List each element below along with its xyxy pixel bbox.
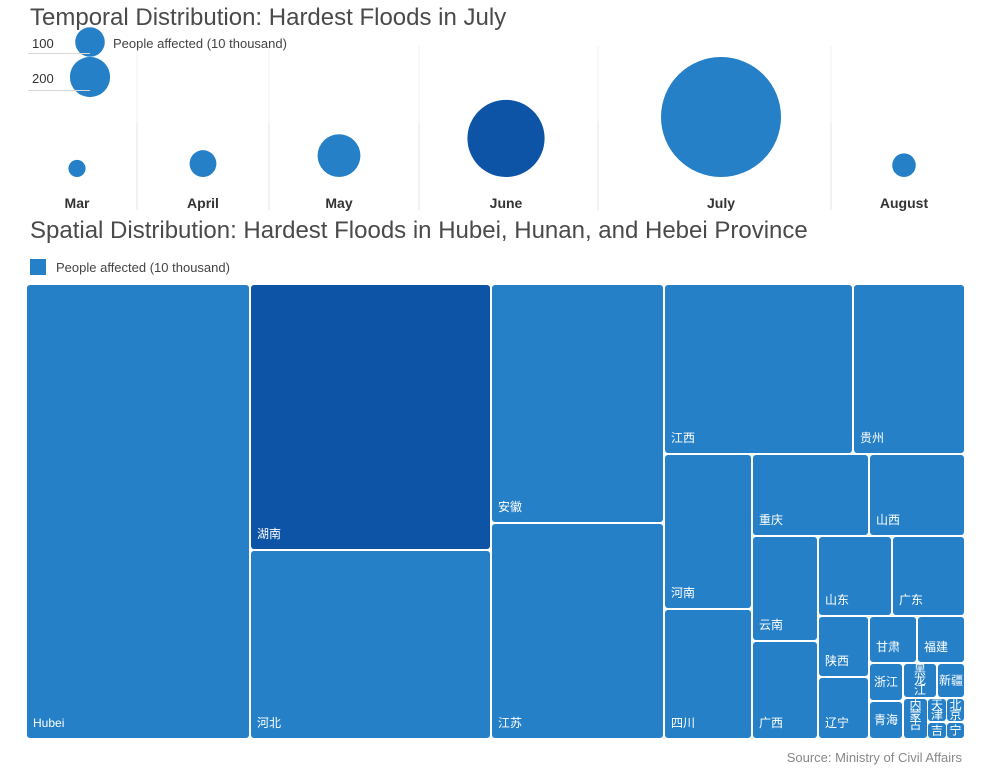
treemap-cell-12 [753,537,817,640]
treemap-cell-label: 古 [909,717,921,732]
treemap-cell-10 [753,455,868,535]
legend-divider [28,90,90,91]
treemap-cell-label: 重庆 [759,513,783,527]
treemap-cell-label: 云南 [759,617,783,632]
treemap-cell-label: 安徽 [498,499,522,514]
treemap-cell-16 [819,617,868,676]
treemap-cell-4 [492,285,663,522]
treemap-legend-label: People affected (10 thousand) [56,260,230,275]
treemap-cell-label: 北 [949,698,961,712]
treemap-cell-label: 黑 [914,663,926,677]
treemap-cell-label: 内 [909,698,921,712]
size-legend-value-small: 100 [32,36,54,51]
month-label: July [707,195,735,211]
treemap-cell-label: 新疆 [939,673,963,688]
treemap-cell-19 [918,617,964,662]
treemap-cell-1 [27,285,249,738]
treemap-cell-3 [251,551,490,738]
treemap-cell-label: 山西 [876,513,900,527]
treemap-cell-label: 陕西 [825,653,849,668]
treemap-cell-label: 浙江 [874,675,898,689]
bubble-mar [68,159,86,177]
treemap-cell-6 [665,285,852,453]
month-label: Mar [65,195,90,211]
bubble-may [317,134,361,177]
temporal-bubble-chart: Mar April May June July August [65,27,929,211]
treemap-cell-21 [870,702,902,738]
treemap-cell-label: 宁 [949,723,961,738]
bubble-april [189,150,217,177]
month-label: May [325,195,352,211]
treemap-legend-swatch [30,259,46,275]
treemap-cell-label: 甘肃 [876,640,900,654]
treemap-cell-label: 天 [931,698,943,712]
treemap-cell-20 [870,664,902,700]
treemap-cell-14 [819,537,891,615]
treemap-cell-28 [947,723,964,738]
treemap-cell-24 [904,699,927,738]
treemap-cell-27 [928,723,946,738]
size-legend-bubble [69,56,111,98]
treemap-cell-18 [870,617,916,662]
treemap-cell-7 [854,285,964,453]
treemap-cell-2 [251,285,490,549]
treemap-cell-5 [492,524,663,738]
treemap-cell-9 [665,610,751,738]
treemap-cell-label: 广西 [759,716,783,730]
treemap-cell-label: 贵州 [860,431,884,445]
treemap-cell-11 [870,455,964,535]
spatial-chart-title: Spatial Distribution: Hardest Floods in … [30,217,808,244]
treemap-cell-15 [893,537,964,615]
source-note: Source: Ministry of Civil Affairs [786,750,962,765]
treemap-cell-label: 四川 [671,716,695,730]
month-label: August [880,195,929,211]
treemap-cell-label: 福建 [924,639,948,654]
treemap-cell-25 [928,699,946,721]
treemap-cell-label: 广东 [899,593,923,607]
treemap-cell-label: 辽宁 [825,715,849,730]
treemap-cell-17 [819,678,868,738]
treemap-cell-label: 龙 [914,673,926,687]
treemap-cell-label: 京 [949,708,961,722]
size-legend-bubble [75,27,105,57]
month-label: April [187,195,219,211]
legend-divider [28,53,90,54]
treemap-cell-13 [753,642,817,738]
treemap-cell-label: 江西 [671,431,695,445]
treemap-cell-label: 吉 [931,724,943,738]
treemap-cell-label: 江 [914,683,926,697]
size-legend-label: People affected (10 thousand) [113,36,287,51]
size-legend-value-large: 200 [32,71,54,86]
treemap-cell-26 [947,699,964,721]
treemap-cell-label: 蒙 [909,708,921,722]
bubble-august [892,153,916,177]
treemap-cell-label: 青海 [874,712,898,727]
bubble-july [661,57,781,177]
treemap-cell-22 [904,664,936,697]
treemap-cell-label: 津 [931,708,943,722]
treemap-cell-23 [938,664,964,697]
treemap-cell-label: 湖南 [257,526,281,541]
treemap-cell-label: Hubei [33,716,64,730]
month-label: June [490,195,523,211]
treemap-cell-8 [665,455,751,608]
treemap-cell-label: 山东 [825,593,849,607]
treemap-cell-label: 河南 [671,585,695,600]
temporal-chart-title: Temporal Distribution: Hardest Floods in… [30,4,507,31]
bubble-june [467,99,545,177]
treemap-cell-label: 江苏 [498,716,522,730]
treemap-cell-label: 河北 [257,716,281,730]
